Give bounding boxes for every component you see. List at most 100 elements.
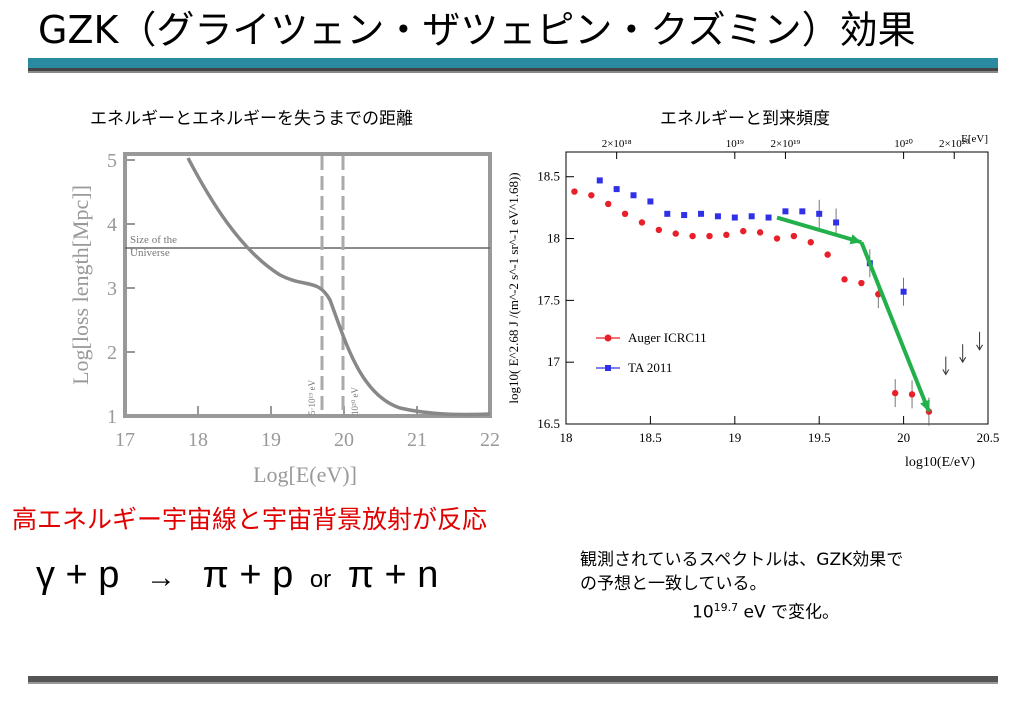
auger-point (908, 391, 916, 398)
y-tick-label: 18 (547, 231, 560, 246)
y-tick-label: 16.5 (537, 416, 560, 431)
vline-1e20-label: 10²⁰ eV (350, 386, 360, 415)
equation-arrow: → (146, 561, 177, 594)
left-caption: エネルギーとエネルギーを失うまでの距離 (90, 109, 413, 129)
ta-point (647, 198, 654, 205)
legend-ta-marker (605, 365, 611, 371)
auger-point (790, 232, 798, 240)
left-plot-frame (123, 152, 492, 418)
ta-point (816, 210, 823, 217)
auger-point (588, 192, 595, 199)
top-axis-label: E[eV] (961, 133, 988, 145)
trend-arrow (859, 241, 931, 413)
top-tick-label: 10²⁰ (894, 138, 913, 150)
ta-point (681, 212, 688, 219)
auger-point (773, 235, 781, 242)
footer-rule (28, 676, 998, 682)
auger-point (723, 231, 730, 239)
loss-length-curve (186, 157, 491, 417)
ta-point (698, 210, 705, 217)
auger-point (655, 226, 663, 234)
y-tick-label: 17 (547, 354, 561, 369)
ta-point (714, 213, 721, 220)
ta-point (748, 213, 755, 220)
ta-point (799, 208, 806, 215)
universe-label-2: Universe (130, 247, 170, 259)
auger-point (740, 227, 747, 235)
auger-point (605, 200, 612, 208)
top-tick-label: 2×10¹⁹ (771, 138, 801, 150)
note-exp: 19.7 (713, 601, 739, 614)
upper-limit-head (959, 356, 967, 364)
auger-point (891, 389, 899, 397)
title-rule (28, 58, 998, 71)
left-ytick-label: 3 (107, 278, 117, 300)
auger-point (672, 230, 679, 237)
left-xtick-label: 18 (188, 429, 208, 451)
ta-point (613, 186, 620, 193)
ta-point (782, 208, 789, 215)
trend-arrow (776, 215, 862, 245)
x-tick-label: 19 (728, 430, 741, 445)
x-tick-label: 18.5 (639, 430, 662, 445)
x-tick-label: 20.5 (977, 430, 1000, 445)
note-line-1: 観測されているスペクトルは、GZK効果で (580, 550, 904, 570)
note-line-2: の予想と一致している。 (580, 574, 767, 594)
top-tick-label: 10¹⁹ (726, 138, 744, 150)
auger-point (756, 229, 764, 236)
y-tick-label: 18.5 (537, 169, 560, 184)
left-xtick-label: 22 (480, 429, 500, 451)
equation-or: or (309, 566, 332, 593)
left-xtick-label: 20 (334, 429, 354, 451)
auger-point (824, 251, 831, 258)
reaction-headline: 高エネルギー宇宙線と宇宙背景放射が反応 (12, 505, 488, 534)
right-xlabel: log10(E/eV) (905, 455, 975, 470)
ta-point (900, 288, 907, 295)
x-tick-label: 20 (897, 430, 910, 445)
auger-point (621, 210, 629, 218)
left-ytick-label: 5 (107, 150, 117, 172)
observation-note: 観測されているスペクトルは、GZK効果で の予想と一致している。 1019.7 … (580, 548, 903, 625)
legend-ta: TA 2011 (628, 360, 672, 375)
legend: Auger ICRC11 TA 2011 (596, 330, 707, 375)
ta-point (630, 192, 637, 199)
loss-length-plot: 17 18 19 20 21 22 1 2 3 4 5 Size of the Universe 5… (68, 150, 500, 487)
right-caption: エネルギーと到来頻度 (660, 109, 830, 129)
ta-point (596, 177, 603, 184)
left-ytick-label: 2 (107, 342, 117, 364)
auger-point (689, 232, 696, 240)
legend-auger-marker (604, 334, 612, 342)
ta-point (833, 219, 840, 226)
auger-point (706, 232, 713, 240)
note-line-3: 1019.7 eV で変化。 (580, 596, 903, 625)
top-tick-label: 2×10²⁰ (939, 138, 970, 150)
trend-arrow-head (920, 399, 930, 412)
equation-lhs: γ + p (36, 554, 120, 596)
trend-arrow-head (849, 234, 862, 245)
right-ylabel: log10( E^2.68 J /(m^-2 s^-1 sr^-1 eV^1.6… (506, 172, 521, 403)
reaction-equation: γ + p → π + p or π + n (36, 554, 438, 597)
left-xtick-label: 21 (407, 429, 427, 451)
auger-point (571, 188, 578, 195)
ta-point (731, 214, 738, 221)
right-plot-frame (565, 151, 989, 425)
legend-auger: Auger ICRC11 (628, 330, 707, 345)
left-ylabel: Log[loss length[Mpc]] (68, 185, 93, 385)
left-xlabel: Log[E(eV)] (253, 462, 357, 487)
slide-title: GZK（グライツェン・ザツェピン・クズミン）効果 (38, 8, 916, 52)
x-tick-label: 18 (560, 430, 573, 445)
spectrum-plot: 18 18.5 19 19.5 20 20.5 16.5 17 17.5 18 18.5 2×10¹⁸… (506, 133, 1000, 470)
upper-limit-head (976, 344, 983, 351)
left-ytick-label: 4 (107, 214, 117, 236)
auger-point (638, 219, 646, 226)
auger-point (807, 239, 814, 246)
equation-r2: π + n (347, 554, 439, 596)
y-tick-label: 17.5 (537, 292, 560, 307)
note-base: 10 (692, 602, 714, 623)
vline-5e19-label: 5·10¹⁹ eV (307, 379, 317, 415)
upper-limit-head (942, 369, 950, 376)
universe-label-1: Size of the (130, 234, 177, 246)
x-tick-label: 19.5 (808, 430, 831, 445)
left-xtick-label: 19 (261, 429, 281, 451)
left-xtick-label: 17 (115, 429, 135, 451)
